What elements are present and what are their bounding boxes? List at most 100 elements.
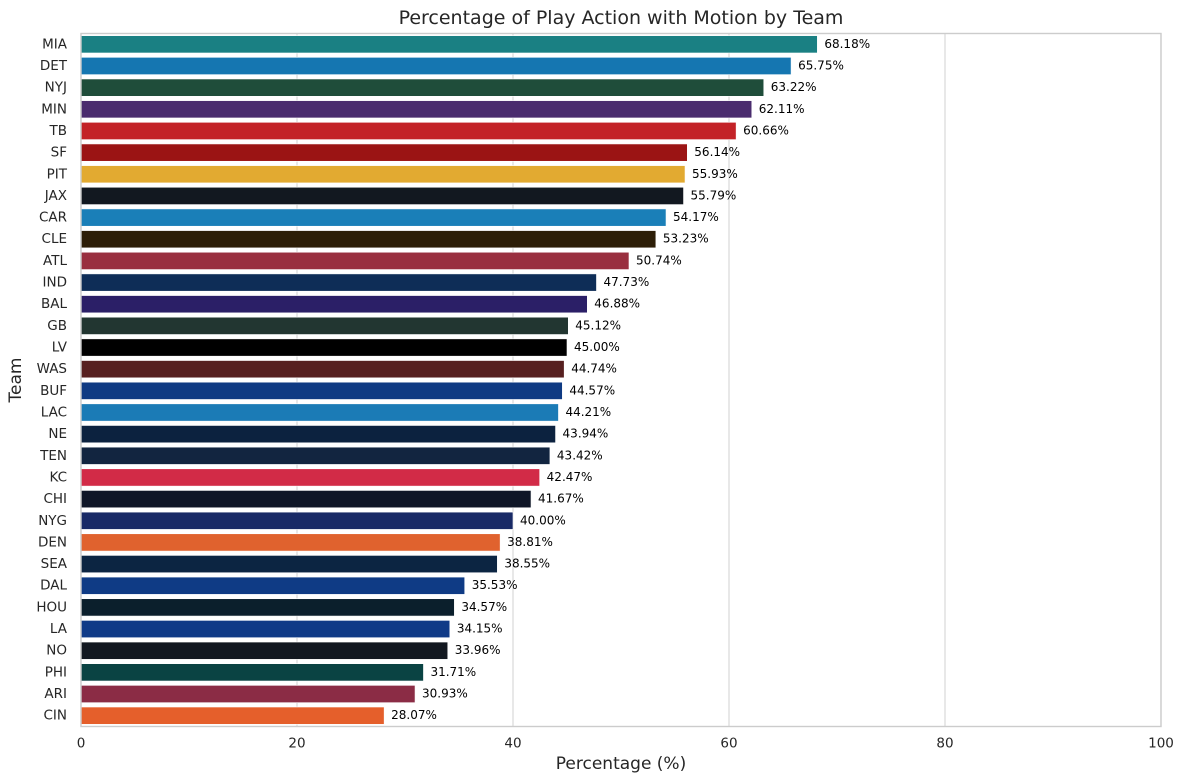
data-label: 62.11% [759,102,805,116]
bar-car [80,208,667,227]
bar-pit [80,165,686,184]
bar-dal [80,576,466,595]
bar-ind [80,273,597,292]
data-label: 44.21% [565,405,611,419]
data-label: 47.73% [603,275,649,289]
data-label: 43.94% [563,427,609,441]
x-tick-label: 80 [936,736,953,752]
y-tick-label: CHI [43,491,67,507]
data-label: 54.17% [673,210,719,224]
bar-hou [80,598,455,617]
y-tick-label: CLE [42,231,67,247]
bars [80,35,818,725]
bar-cin [80,706,385,725]
x-tick-label: 40 [504,736,521,752]
bar-buf [80,381,563,400]
bar-no [80,641,449,660]
bar-phi [80,663,424,682]
data-label: 63.22% [771,80,817,94]
bar-den [80,533,501,552]
y-tick-label: DET [40,58,68,74]
data-label: 30.93% [422,687,468,701]
bar-chi [80,490,532,509]
y-tick-label: WAS [37,361,67,377]
y-tick-label: BUF [40,383,67,399]
y-tick-label: LV [52,340,68,356]
bar-kc [80,468,540,487]
bar-cle [80,230,657,249]
data-label: 35.53% [472,578,518,592]
bar-nyg [80,511,514,530]
y-tick-label: BAL [41,296,67,312]
data-label: 56.14% [694,145,740,159]
y-tick-label: TEN [39,448,67,464]
y-tick-label: PHI [45,664,67,680]
data-label: 46.88% [594,297,640,311]
data-label: 44.74% [571,362,617,376]
y-tick-label: DAL [40,578,67,594]
y-tick-label: NE [48,426,67,442]
y-tick-label: ARI [44,686,67,702]
data-label: 40.00% [520,513,566,527]
data-label: 55.79% [691,188,737,202]
data-label: 42.47% [547,470,593,484]
data-label: 33.96% [455,643,501,657]
y-tick-label: MIA [42,36,68,52]
y-tick-label: LAC [41,404,67,420]
bar-ne [80,425,556,444]
x-axis-label: Percentage (%) [556,754,686,774]
data-label: 60.66% [743,123,789,137]
data-label: 45.12% [575,318,621,332]
bar-la [80,620,451,639]
bar-lv [80,338,568,357]
y-tick-label: TB [48,123,67,139]
data-label: 50.74% [636,253,682,267]
y-tick-label: GB [47,318,67,334]
bar-sea [80,555,498,574]
bar-bal [80,295,588,314]
plot-frame [80,32,1162,728]
data-label: 31.71% [430,665,476,679]
bar-mia [80,35,818,54]
bar-det [80,57,792,75]
y-axis-label: Team [6,358,26,404]
y-tick-label: ATL [43,253,67,269]
data-labels: 68.18% 65.75% 63.22% 62.11% 60.66%56.14% 55.9… [391,37,870,722]
bar-nyj [80,78,765,97]
bar-ari [80,685,416,703]
data-label: 55.93% [692,167,738,181]
data-label: 65.75% [798,58,844,72]
y-tick-label: NYJ [45,80,67,96]
x-tick-label: 0 [77,736,86,752]
data-label: 43.42% [557,448,603,462]
x-tick-labels: 0 20 40 60 80 100 [77,736,1174,752]
bar-tb [80,121,737,140]
y-tick-labels: MIA DET NYJ MIN TB SF PIT JAX CAR CLE ATL IND BAL GB L… [36,36,67,723]
bar-sf [80,143,688,162]
y-tick-label: DEN [38,534,67,550]
bar-was [80,360,565,379]
bar-lac [80,403,559,422]
y-tick-label: CIN [43,708,67,724]
x-tick-label: 60 [720,736,737,752]
bar-jax [80,186,684,205]
y-tick-label: LA [50,621,68,637]
y-tick-label: CAR [39,210,67,226]
y-tick-label: PIT [47,166,68,182]
x-tick-label: 20 [288,736,305,752]
y-tick-label: SEA [41,556,68,572]
data-label: 34.15% [457,622,503,636]
y-tick-label: JAX [44,188,67,204]
data-label: 53.23% [663,232,709,246]
y-tick-label: SF [51,145,67,161]
data-label: 38.81% [507,535,553,549]
y-tick-label: KC [49,469,67,485]
bar-atl [80,251,630,270]
data-label: 28.07% [391,708,437,722]
y-tick-label: MIN [41,101,67,117]
data-label: 68.18% [824,37,870,51]
x-tick-label: 100 [1148,736,1174,752]
data-label: 45.00% [574,340,620,354]
data-label: 44.57% [569,383,615,397]
